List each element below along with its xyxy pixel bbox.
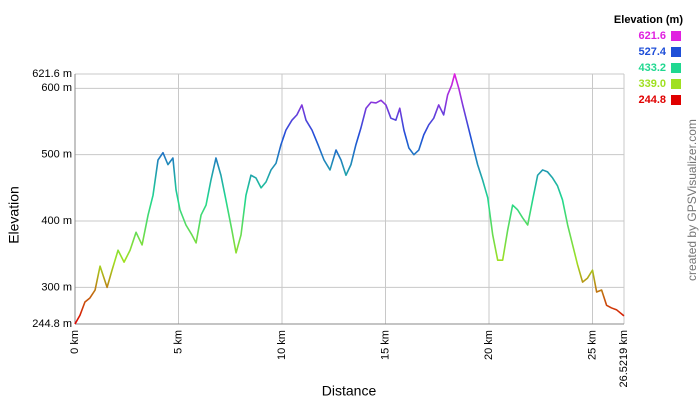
legend-swatch <box>671 31 681 41</box>
y-tick-label: 600 m <box>41 82 72 94</box>
x-tick-label: 26.5219 km <box>618 330 630 387</box>
y-tick-label: 500 m <box>41 149 72 161</box>
y-tick-label: 244.8 m <box>32 318 72 330</box>
x-axis-label: Distance <box>322 383 377 399</box>
legend-swatch <box>671 79 681 89</box>
x-tick-label: 20 km <box>483 330 495 360</box>
y-axis-label: Elevation <box>6 186 22 244</box>
x-tick-label: 25 km <box>586 330 598 360</box>
legend-label: 433.2 <box>638 62 666 74</box>
x-tick-label: 10 km <box>276 330 288 360</box>
legend-label: 339.0 <box>638 78 666 90</box>
legend-swatch <box>671 95 681 105</box>
x-tick-label: 5 km <box>172 330 184 354</box>
legend-label: 527.4 <box>638 46 666 58</box>
legend-label: 621.6 <box>638 30 666 42</box>
legend-swatch <box>671 47 681 57</box>
legend-swatch <box>671 63 681 73</box>
x-tick-label: 15 km <box>379 330 391 360</box>
legend-title: Elevation (m) <box>614 14 683 26</box>
legend-label: 244.8 <box>638 94 666 106</box>
y-tick-label: 621.6 m <box>32 68 72 80</box>
y-tick-label: 300 m <box>41 281 72 293</box>
elevation-line <box>74 73 625 325</box>
credit: created by GPSVisualizer.com <box>685 119 699 281</box>
x-tick-label: 0 km <box>69 330 81 354</box>
y-tick-label: 400 m <box>41 215 72 227</box>
